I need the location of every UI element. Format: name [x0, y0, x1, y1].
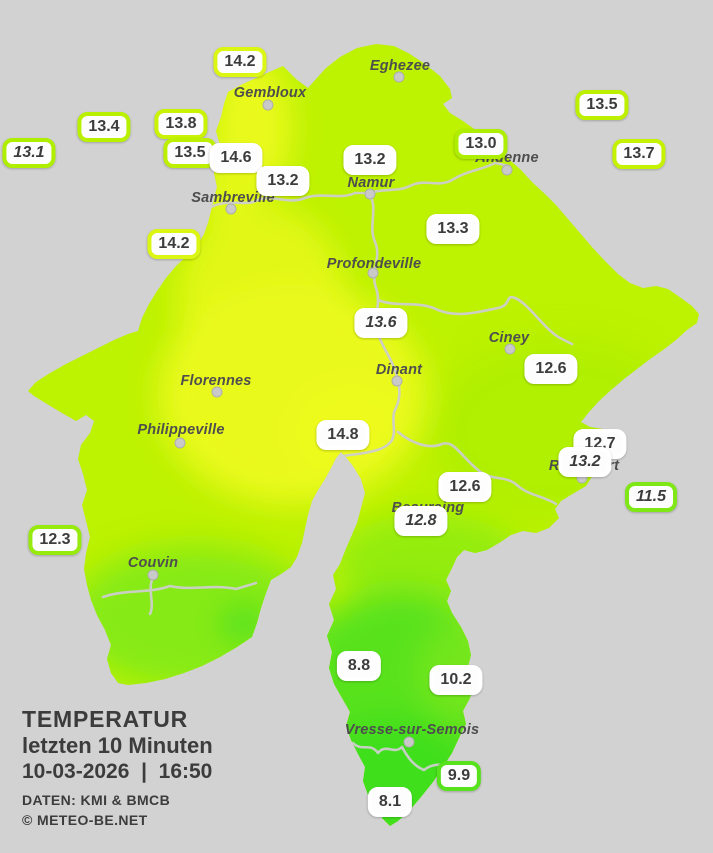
- river-meuse-south: [340, 193, 401, 458]
- rivers: [101, 161, 574, 772]
- page-title: TEMPERATUR: [22, 706, 189, 732]
- river-bocq: [376, 295, 574, 346]
- data-source: DATEN: KMI & BMCB: [22, 792, 171, 809]
- title-block: TEMPERATUR letzten 10 Minuten 10-03-2026…: [22, 706, 213, 831]
- river-lesse: [396, 430, 558, 506]
- page-subtitle: letzten 10 Minuten: [22, 733, 213, 759]
- date-time-label: 10-03-2026 | 16:50: [22, 760, 213, 784]
- river-meuse-north: [368, 161, 511, 195]
- river-sambre: [209, 191, 372, 209]
- river-semois: [351, 741, 450, 772]
- copyright: © METEO-BE.NET: [22, 811, 148, 828]
